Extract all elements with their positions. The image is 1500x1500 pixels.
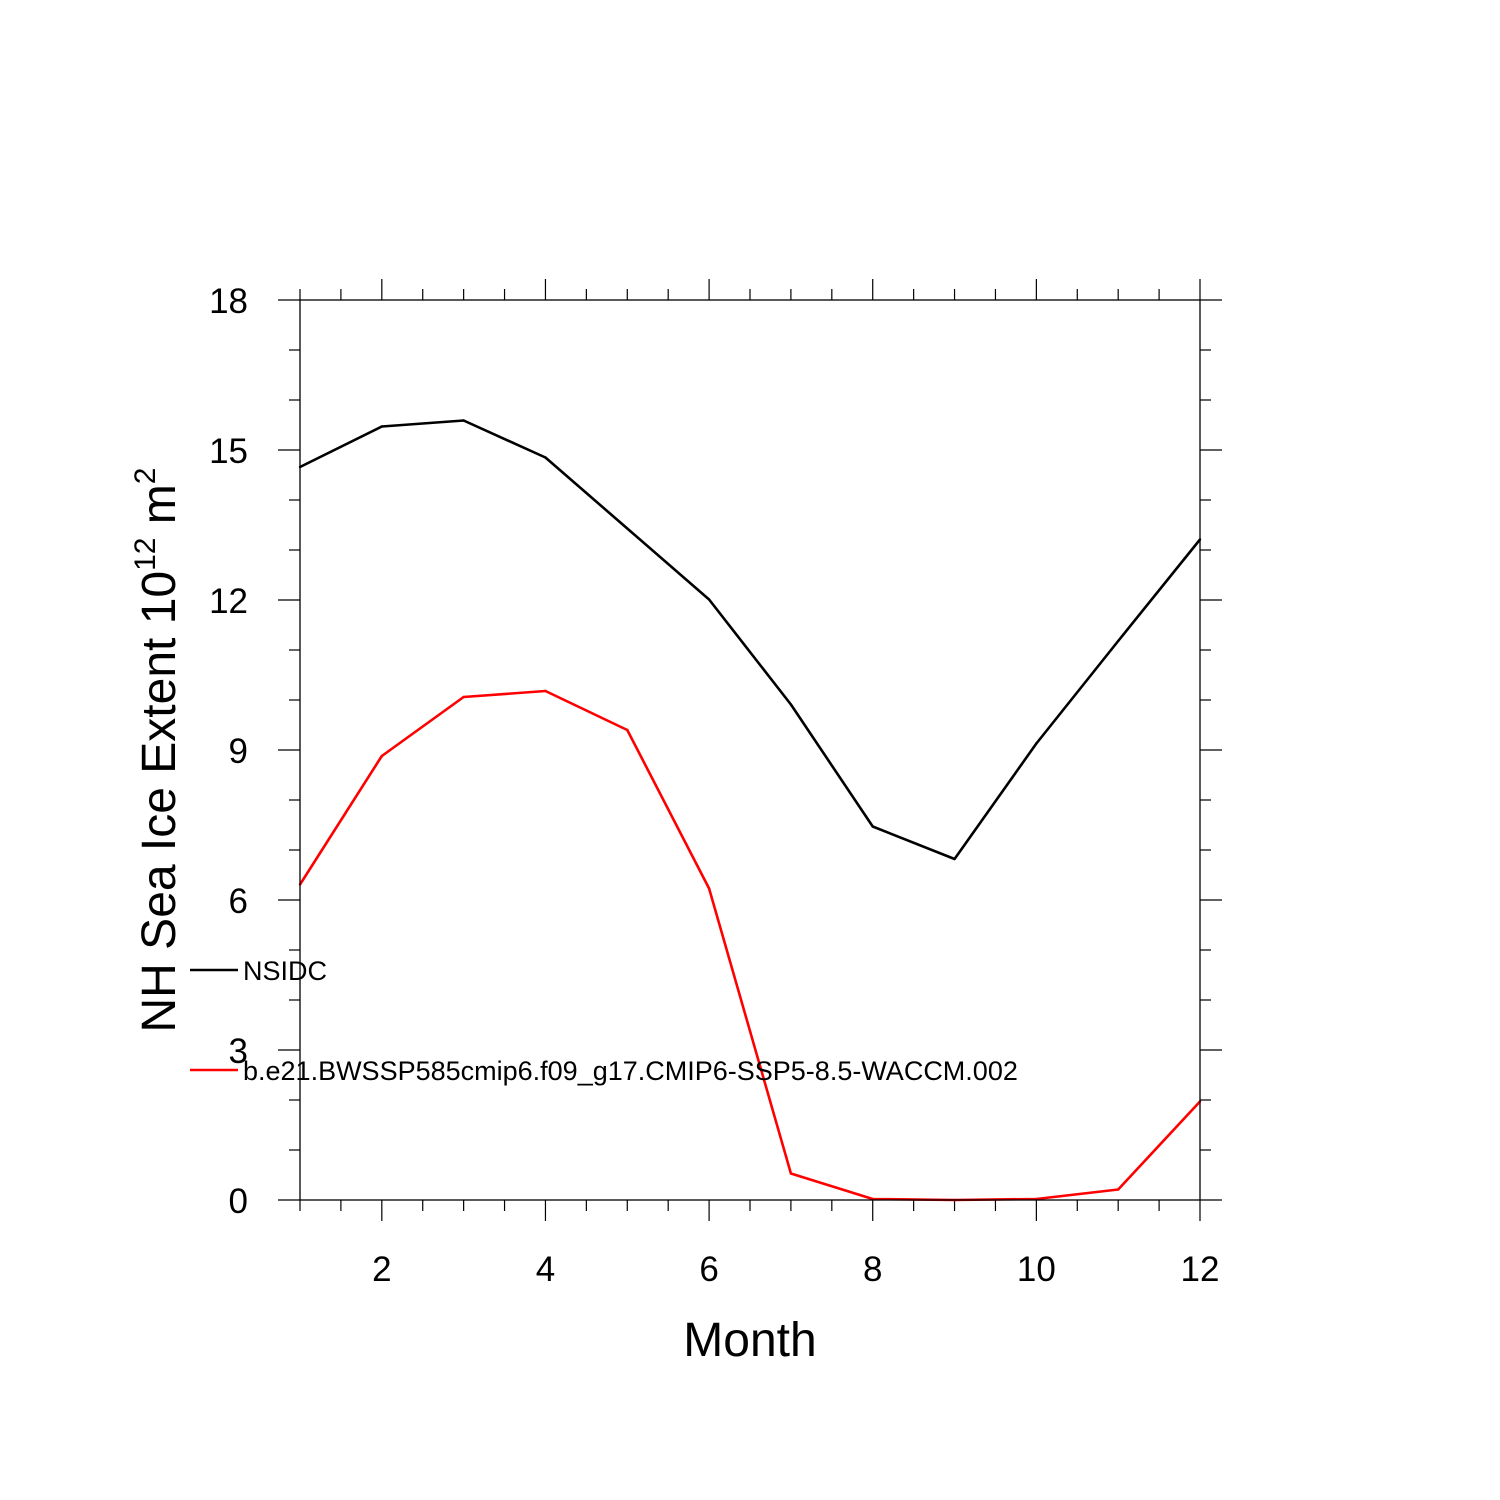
data-point-series-1 — [707, 598, 711, 601]
y-axis-title: NH Sea Ice Extent 1012 m2 — [129, 468, 186, 1033]
data-point-series-1 — [1035, 742, 1038, 745]
data-point-series-2 — [380, 754, 384, 758]
y-axis-title-unit: m — [133, 484, 186, 537]
major-ticks — [278, 279, 1222, 1221]
data-point-series-1 — [462, 419, 465, 422]
y-tick-label: 6 — [229, 882, 248, 921]
y-tick-label: 0 — [229, 1182, 248, 1221]
data-point-series-2 — [1116, 1188, 1120, 1191]
data-point-series-1 — [953, 857, 956, 861]
x-tick-label: 8 — [863, 1250, 882, 1289]
data-point-series-2 — [626, 728, 629, 732]
legend: NSIDC b.e21.BWSSP585cmip6.f09_g17.CMIP6-S… — [190, 956, 1018, 1086]
legend-label-1: NSIDC — [243, 956, 327, 986]
series-line-2 — [298, 689, 1201, 1202]
data-point-series-1 — [380, 425, 384, 428]
data-point-series-1 — [871, 825, 874, 828]
x-tick-label: 10 — [1017, 1250, 1056, 1289]
data-point-series-1 — [544, 456, 547, 459]
x-axis-title: Month — [683, 1314, 816, 1367]
data-point-series-2 — [544, 689, 547, 693]
y-tick-label: 9 — [229, 732, 248, 771]
data-point-series-2 — [789, 1172, 793, 1175]
x-tick-label: 2 — [372, 1250, 391, 1289]
y-tick-label: 12 — [209, 582, 248, 621]
data-point-series-1 — [789, 703, 793, 706]
plot-frame — [299, 299, 1201, 1201]
y-tick-label: 3 — [229, 1032, 248, 1071]
x-tick-label: 4 — [536, 1250, 555, 1289]
x-tick-label: 12 — [1181, 1250, 1220, 1289]
x-tick-labels: 2 4 6 8 10 12 — [372, 1250, 1219, 1289]
y-tick-label: 18 — [209, 282, 248, 321]
y-tick-label: 15 — [209, 432, 248, 471]
data-point-series-1 — [626, 527, 629, 530]
minor-ticks — [289, 289, 1211, 1211]
series-line-1 — [299, 419, 1202, 861]
data-point-series-2 — [707, 887, 711, 890]
data-point-series-1 — [1116, 639, 1120, 643]
y-axis-title-exponent: 12 — [129, 538, 162, 571]
y-axis-title-text: NH Sea Ice Extent 10 — [133, 571, 186, 1033]
x-tick-label: 6 — [699, 1250, 718, 1289]
data-point-series-2 — [462, 695, 465, 699]
legend-label-2: b.e21.BWSSP585cmip6.f09_g17.CMIP6-SSP5-8… — [243, 1056, 1018, 1086]
y-axis-title-unit-exponent: 2 — [129, 468, 162, 485]
y-tick-labels: 0 3 6 9 12 15 18 — [209, 282, 248, 1221]
